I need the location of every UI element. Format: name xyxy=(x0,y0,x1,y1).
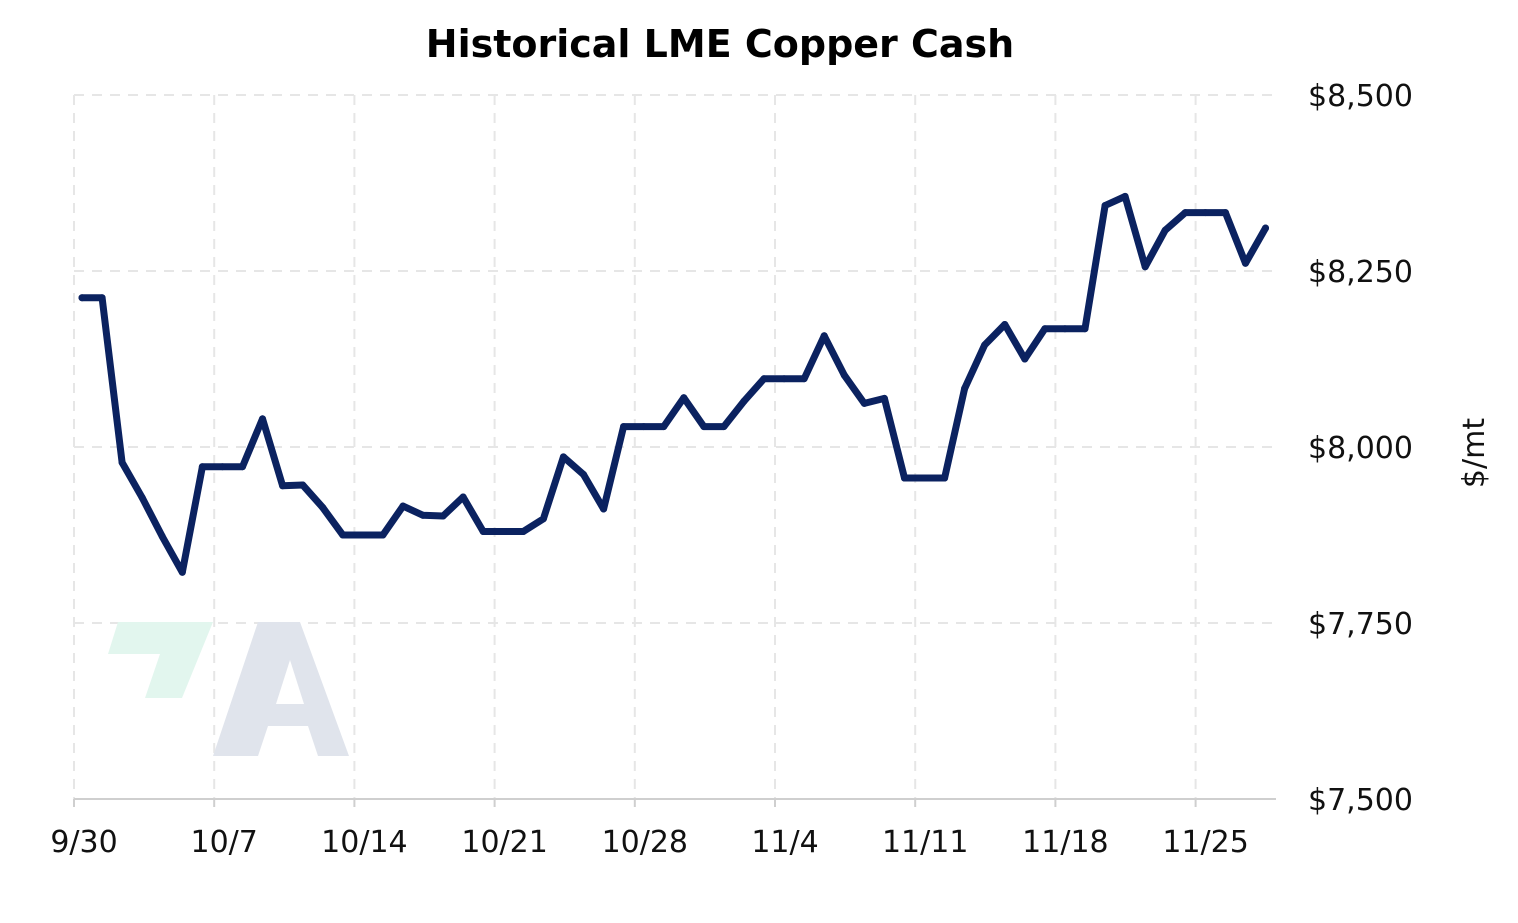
data-point xyxy=(1262,224,1270,232)
data-point xyxy=(620,423,628,431)
data-point xyxy=(580,470,587,478)
data-point xyxy=(860,399,868,407)
data-point xyxy=(1161,226,1169,234)
data-point xyxy=(740,397,748,405)
y-axis-title: $/mt xyxy=(1457,418,1492,488)
data-point xyxy=(1041,325,1049,333)
data-point xyxy=(118,458,126,466)
data-point xyxy=(339,531,347,539)
data-point xyxy=(279,482,287,490)
data-point xyxy=(1081,325,1089,333)
data-point xyxy=(680,394,688,402)
data-point xyxy=(559,453,567,461)
data-point xyxy=(359,531,367,539)
data-point xyxy=(178,568,186,576)
data-point xyxy=(439,512,447,520)
data-point xyxy=(1061,325,1069,333)
axes xyxy=(73,798,1276,807)
data-point xyxy=(981,341,989,349)
data-point xyxy=(800,375,808,383)
data-point xyxy=(98,294,106,302)
tick-labels: $8,500 $8,250 $8,000 $7,750 $7,500 9/30 10/7 10… xyxy=(50,79,1492,860)
x-tick-label: 11/4 xyxy=(751,825,818,860)
data-point xyxy=(780,375,788,383)
data-point xyxy=(238,463,246,471)
data-point xyxy=(760,375,768,383)
x-tick-label: 11/11 xyxy=(882,825,968,860)
data-point xyxy=(379,531,387,539)
data-point xyxy=(218,463,226,471)
data-point xyxy=(921,474,929,482)
data-point xyxy=(1221,209,1229,217)
data-point xyxy=(660,423,668,431)
data-point xyxy=(640,423,648,431)
y-tick-label: $7,750 xyxy=(1308,607,1413,642)
x-tick-label: 10/7 xyxy=(191,825,258,860)
x-tick-label: 11/25 xyxy=(1162,825,1248,860)
data-point xyxy=(78,294,86,302)
data-point xyxy=(459,493,467,501)
x-tick-label: 10/14 xyxy=(321,825,407,860)
data-point xyxy=(419,511,427,519)
y-tick-label: $8,500 xyxy=(1308,79,1413,114)
x-tick-label: 9/30 xyxy=(50,825,117,860)
data-point xyxy=(319,504,327,512)
y-tick-label: $8,250 xyxy=(1308,255,1413,290)
y-tick-label: $7,500 xyxy=(1308,783,1413,818)
series-line xyxy=(78,192,1269,576)
data-point xyxy=(720,423,728,431)
data-point xyxy=(900,474,908,482)
data-point xyxy=(1201,209,1209,217)
data-point xyxy=(1101,202,1109,210)
data-point xyxy=(399,502,407,510)
data-point xyxy=(840,371,848,379)
data-point xyxy=(299,481,307,489)
data-point xyxy=(1021,355,1029,363)
data-point xyxy=(259,415,267,423)
data-point xyxy=(539,515,547,523)
x-tick-label: 10/28 xyxy=(602,825,688,860)
x-tick-label: 10/21 xyxy=(461,825,547,860)
data-point xyxy=(961,385,969,393)
data-point xyxy=(479,527,487,535)
data-point xyxy=(499,527,507,535)
data-point xyxy=(880,394,888,402)
data-point xyxy=(519,527,527,535)
data-point xyxy=(1241,259,1249,267)
x-tick-label: 11/18 xyxy=(1022,825,1108,860)
data-point xyxy=(198,463,206,471)
y-tick-label: $8,000 xyxy=(1308,431,1413,466)
data-point xyxy=(941,474,949,482)
data-point xyxy=(1121,192,1129,200)
data-point xyxy=(1001,321,1009,329)
data-point xyxy=(600,505,608,513)
data-point xyxy=(138,494,146,502)
data-point xyxy=(158,532,166,540)
data-point xyxy=(1141,263,1149,271)
logo-watermark xyxy=(108,622,349,756)
series xyxy=(78,192,1270,576)
data-point xyxy=(1181,209,1189,217)
data-point xyxy=(820,332,828,340)
data-point xyxy=(700,423,708,431)
chart-title: Historical LME Copper Cash xyxy=(425,22,1015,66)
